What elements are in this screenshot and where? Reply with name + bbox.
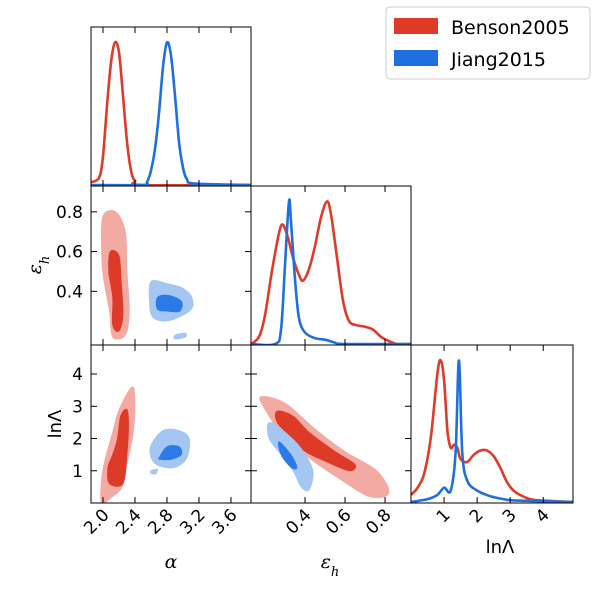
legend: Benson2005 Jiang2015 xyxy=(385,6,591,80)
x-tick-label-alpha: 2.0 xyxy=(80,505,113,538)
x-tick-label-alpha: 2.8 xyxy=(144,505,177,538)
contour-inner-jiang2015 xyxy=(158,445,183,461)
marginal-curve-alpha-jiang2015 xyxy=(91,40,251,186)
x-tick-label-alpha: 2.4 xyxy=(112,505,145,538)
x-tick-label-lnlambda: 3 xyxy=(499,505,521,527)
contour-inner-benson2005 xyxy=(274,410,357,472)
contour-inner-jiang2015 xyxy=(278,441,298,470)
curves-layer xyxy=(91,40,573,503)
legend-swatch-benson2005 xyxy=(394,18,438,34)
x-tick-label-eps-h: 0.8 xyxy=(362,505,395,538)
y-axis-label-eps-h: εh xyxy=(24,256,53,275)
marginal-curve-lnlambda-benson2005 xyxy=(411,358,573,503)
contour-panel-eps-h-lnlambda xyxy=(259,396,390,499)
y-tick-label-lnlambda: 1 xyxy=(72,462,83,482)
x-tick-label-eps-h: 0.4 xyxy=(282,505,315,538)
y-tick-label-lnlambda: 3 xyxy=(72,397,83,417)
contour-panel-alpha-eps-h xyxy=(100,210,194,340)
marginal-panel-lnlambda xyxy=(411,358,573,503)
contour-inner-benson2005 xyxy=(107,408,129,487)
x-tick-label-eps-h: 0.6 xyxy=(322,505,355,538)
contour-panel-alpha-lnlambda xyxy=(100,386,191,503)
x-axis-label-lnlambda: lnΛ xyxy=(486,537,515,558)
y-tick-label-eps-h: 0.4 xyxy=(56,282,83,302)
contour-island-jiang2015 xyxy=(149,468,158,475)
frames-layer xyxy=(90,26,574,504)
y-axis-label-lnlambda: lnΛ xyxy=(45,409,66,438)
legend-label-benson2005: Benson2005 xyxy=(451,17,570,39)
x-tick-label-lnlambda: 1 xyxy=(433,505,455,527)
contours-layer xyxy=(100,210,390,503)
marginal-curve-eps-h-jiang2015 xyxy=(251,198,411,345)
contour-inner-benson2005 xyxy=(108,249,124,332)
x-axis-label-alpha: α xyxy=(165,551,178,573)
y-tick-label-eps-h: 0.8 xyxy=(56,203,83,223)
x-axis-label-eps-h: εh xyxy=(321,551,340,580)
legend-swatch-jiang2015 xyxy=(394,50,438,66)
y-tick-label-lnlambda: 2 xyxy=(72,430,83,450)
panel-frame-2-2 xyxy=(410,344,574,504)
marginal-curve-lnlambda-jiang2015 xyxy=(411,359,573,503)
marginal-panel-alpha xyxy=(91,40,251,186)
y-tick-label-lnlambda: 4 xyxy=(72,365,83,385)
x-tick-label-lnlambda: 4 xyxy=(532,505,554,527)
x-tick-label-alpha: 3.2 xyxy=(176,505,209,538)
y-tick-label-eps-h: 0.6 xyxy=(56,243,83,263)
contour-island-jiang2015 xyxy=(173,332,187,340)
contour-inner-jiang2015 xyxy=(155,294,183,313)
marginal-curve-eps-h-benson2005 xyxy=(251,200,411,345)
x-tick-label-alpha: 3.6 xyxy=(208,505,241,538)
x-tick-label-lnlambda: 2 xyxy=(466,505,488,527)
marginal-panel-eps-h xyxy=(251,198,411,345)
legend-label-jiang2015: Jiang2015 xyxy=(450,49,546,71)
